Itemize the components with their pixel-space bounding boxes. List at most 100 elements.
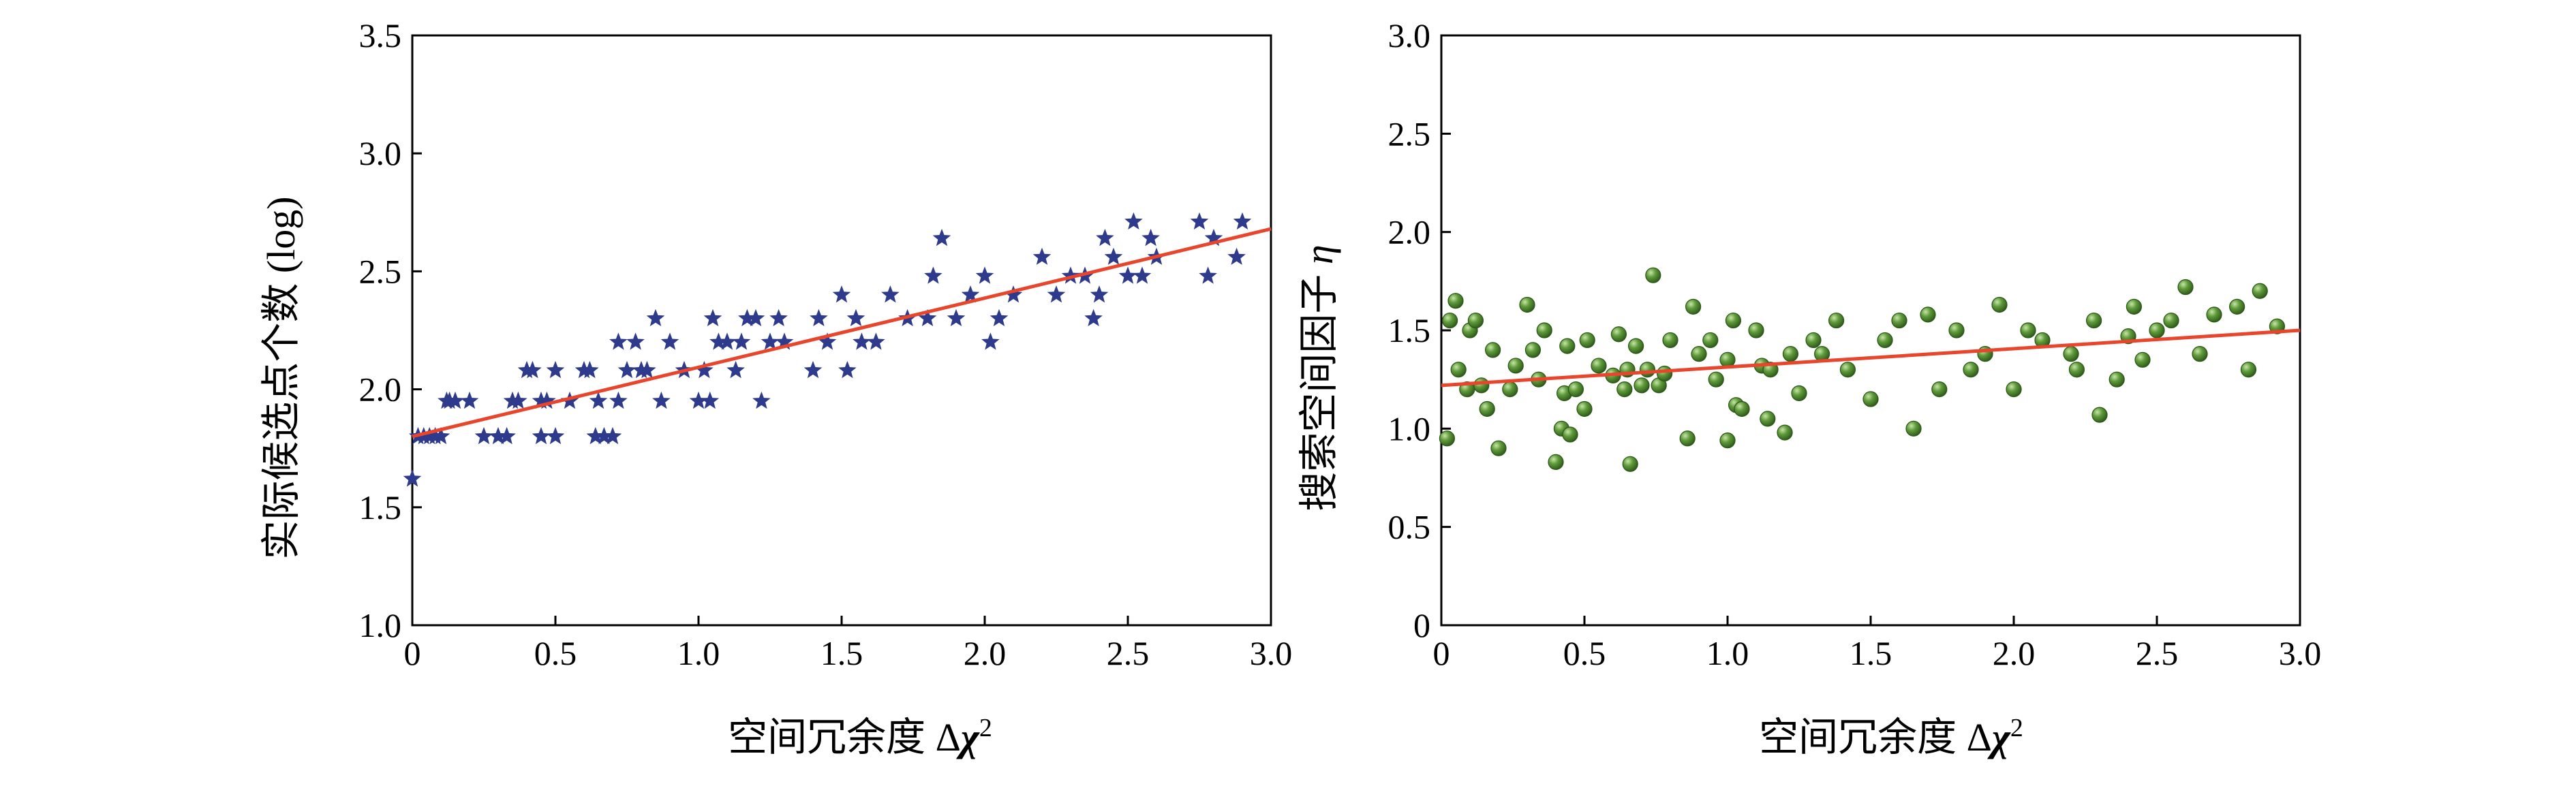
x-tick-label: 0.5 (1563, 634, 1606, 672)
data-point (2134, 351, 2151, 368)
data-point (2091, 407, 2108, 423)
data-point (1657, 365, 1673, 382)
data-point (1691, 346, 1707, 362)
x-tick-label: 1.5 (821, 634, 863, 672)
data-point (2086, 312, 2102, 329)
data-point (1190, 212, 1209, 230)
data-point (1805, 332, 1822, 349)
data-point (1791, 385, 1807, 401)
data-point (738, 309, 756, 326)
data-point (617, 360, 637, 379)
data-point (918, 309, 937, 326)
data-point (589, 391, 608, 409)
data-point (1502, 381, 1518, 398)
data-point (652, 391, 671, 409)
data-point (1645, 267, 1661, 283)
y-tick-label: 2.0 (359, 371, 402, 409)
y-tick-label: 1.0 (359, 606, 402, 644)
data-point (1905, 420, 1922, 437)
data-point (1124, 212, 1143, 230)
x-tick-label: 2.5 (1107, 634, 1150, 672)
data-point (803, 360, 823, 379)
data-point (431, 426, 450, 445)
data-point (932, 228, 951, 247)
x-tick-label: 1.5 (1850, 634, 1892, 672)
y-tick-label: 1.0 (1388, 409, 1431, 447)
data-point (460, 391, 479, 409)
data-point (2192, 346, 2208, 362)
data-point (2229, 298, 2245, 315)
data-point (689, 391, 708, 409)
data-point (2063, 346, 2079, 362)
data-point (586, 426, 605, 445)
data-point (2163, 312, 2179, 329)
data-point (1828, 312, 1845, 329)
y-tick-label: 0 (1413, 606, 1430, 644)
y-axis-title: 实际候选点个数 (log) (259, 196, 303, 559)
data-point (1616, 381, 1633, 398)
data-point (1725, 312, 1741, 329)
data-point (1507, 358, 1524, 374)
data-point (609, 332, 628, 350)
y-tick-label: 2.5 (1388, 114, 1431, 153)
data-point (509, 391, 527, 409)
data-point (1777, 424, 1793, 441)
data-point (1090, 285, 1109, 303)
data-point (1439, 430, 1455, 447)
data-point (603, 426, 622, 445)
data-point (1233, 212, 1252, 230)
data-point (1963, 362, 1979, 378)
data-point (1634, 377, 1650, 394)
data-point (1479, 400, 1495, 417)
x-tick-label: 0.5 (534, 634, 577, 672)
data-point (769, 309, 788, 326)
data-point (1104, 247, 1123, 265)
data-point (523, 360, 542, 379)
plot-frame (1440, 34, 2301, 627)
data-point (701, 391, 720, 409)
plot-frame (411, 34, 1272, 627)
data-point (595, 426, 613, 445)
x-tick-label: 3.0 (1250, 634, 1293, 672)
data-point (2206, 306, 2222, 323)
data-point (981, 332, 1000, 350)
y-tick-label: 3.5 (359, 16, 402, 54)
data-point (1519, 296, 1535, 313)
data-point (810, 309, 828, 326)
data-point (1622, 456, 1638, 472)
data-point (990, 309, 1009, 326)
data-point (446, 391, 465, 409)
data-point (2020, 322, 2036, 338)
data-point (1685, 298, 1702, 315)
x-tick-label: 0 (1433, 634, 1450, 672)
data-point (1920, 306, 1936, 323)
data-point (2068, 362, 2085, 378)
data-point (1679, 430, 1696, 447)
data-point (1467, 312, 1484, 329)
data-point (1748, 322, 1764, 338)
data-point (1639, 362, 1655, 378)
trend-line (1441, 328, 2301, 388)
x-tick-label: 2.0 (964, 634, 1007, 672)
x-axis-title: 空间冗余度 Δχ2 (728, 714, 992, 759)
data-point (1061, 266, 1080, 284)
data-point (1562, 426, 1578, 443)
data-point (1591, 358, 1607, 374)
x-tick-label: 1.0 (677, 634, 720, 672)
data-point (746, 309, 765, 326)
data-point (660, 332, 679, 350)
data-point (1760, 411, 1776, 427)
data-point (489, 426, 508, 445)
data-point (1133, 266, 1152, 284)
data-point (1450, 362, 1467, 378)
data-point (403, 469, 422, 487)
y-axis-title: 搜索空间因子 η (1297, 245, 1341, 511)
data-point (2126, 298, 2142, 315)
data-point (1047, 285, 1066, 303)
data-point (1199, 266, 1217, 284)
data-point (1576, 400, 1593, 417)
data-point (546, 426, 565, 445)
x-tick-label: 3.0 (2279, 634, 2322, 672)
data-point (1734, 400, 1750, 417)
